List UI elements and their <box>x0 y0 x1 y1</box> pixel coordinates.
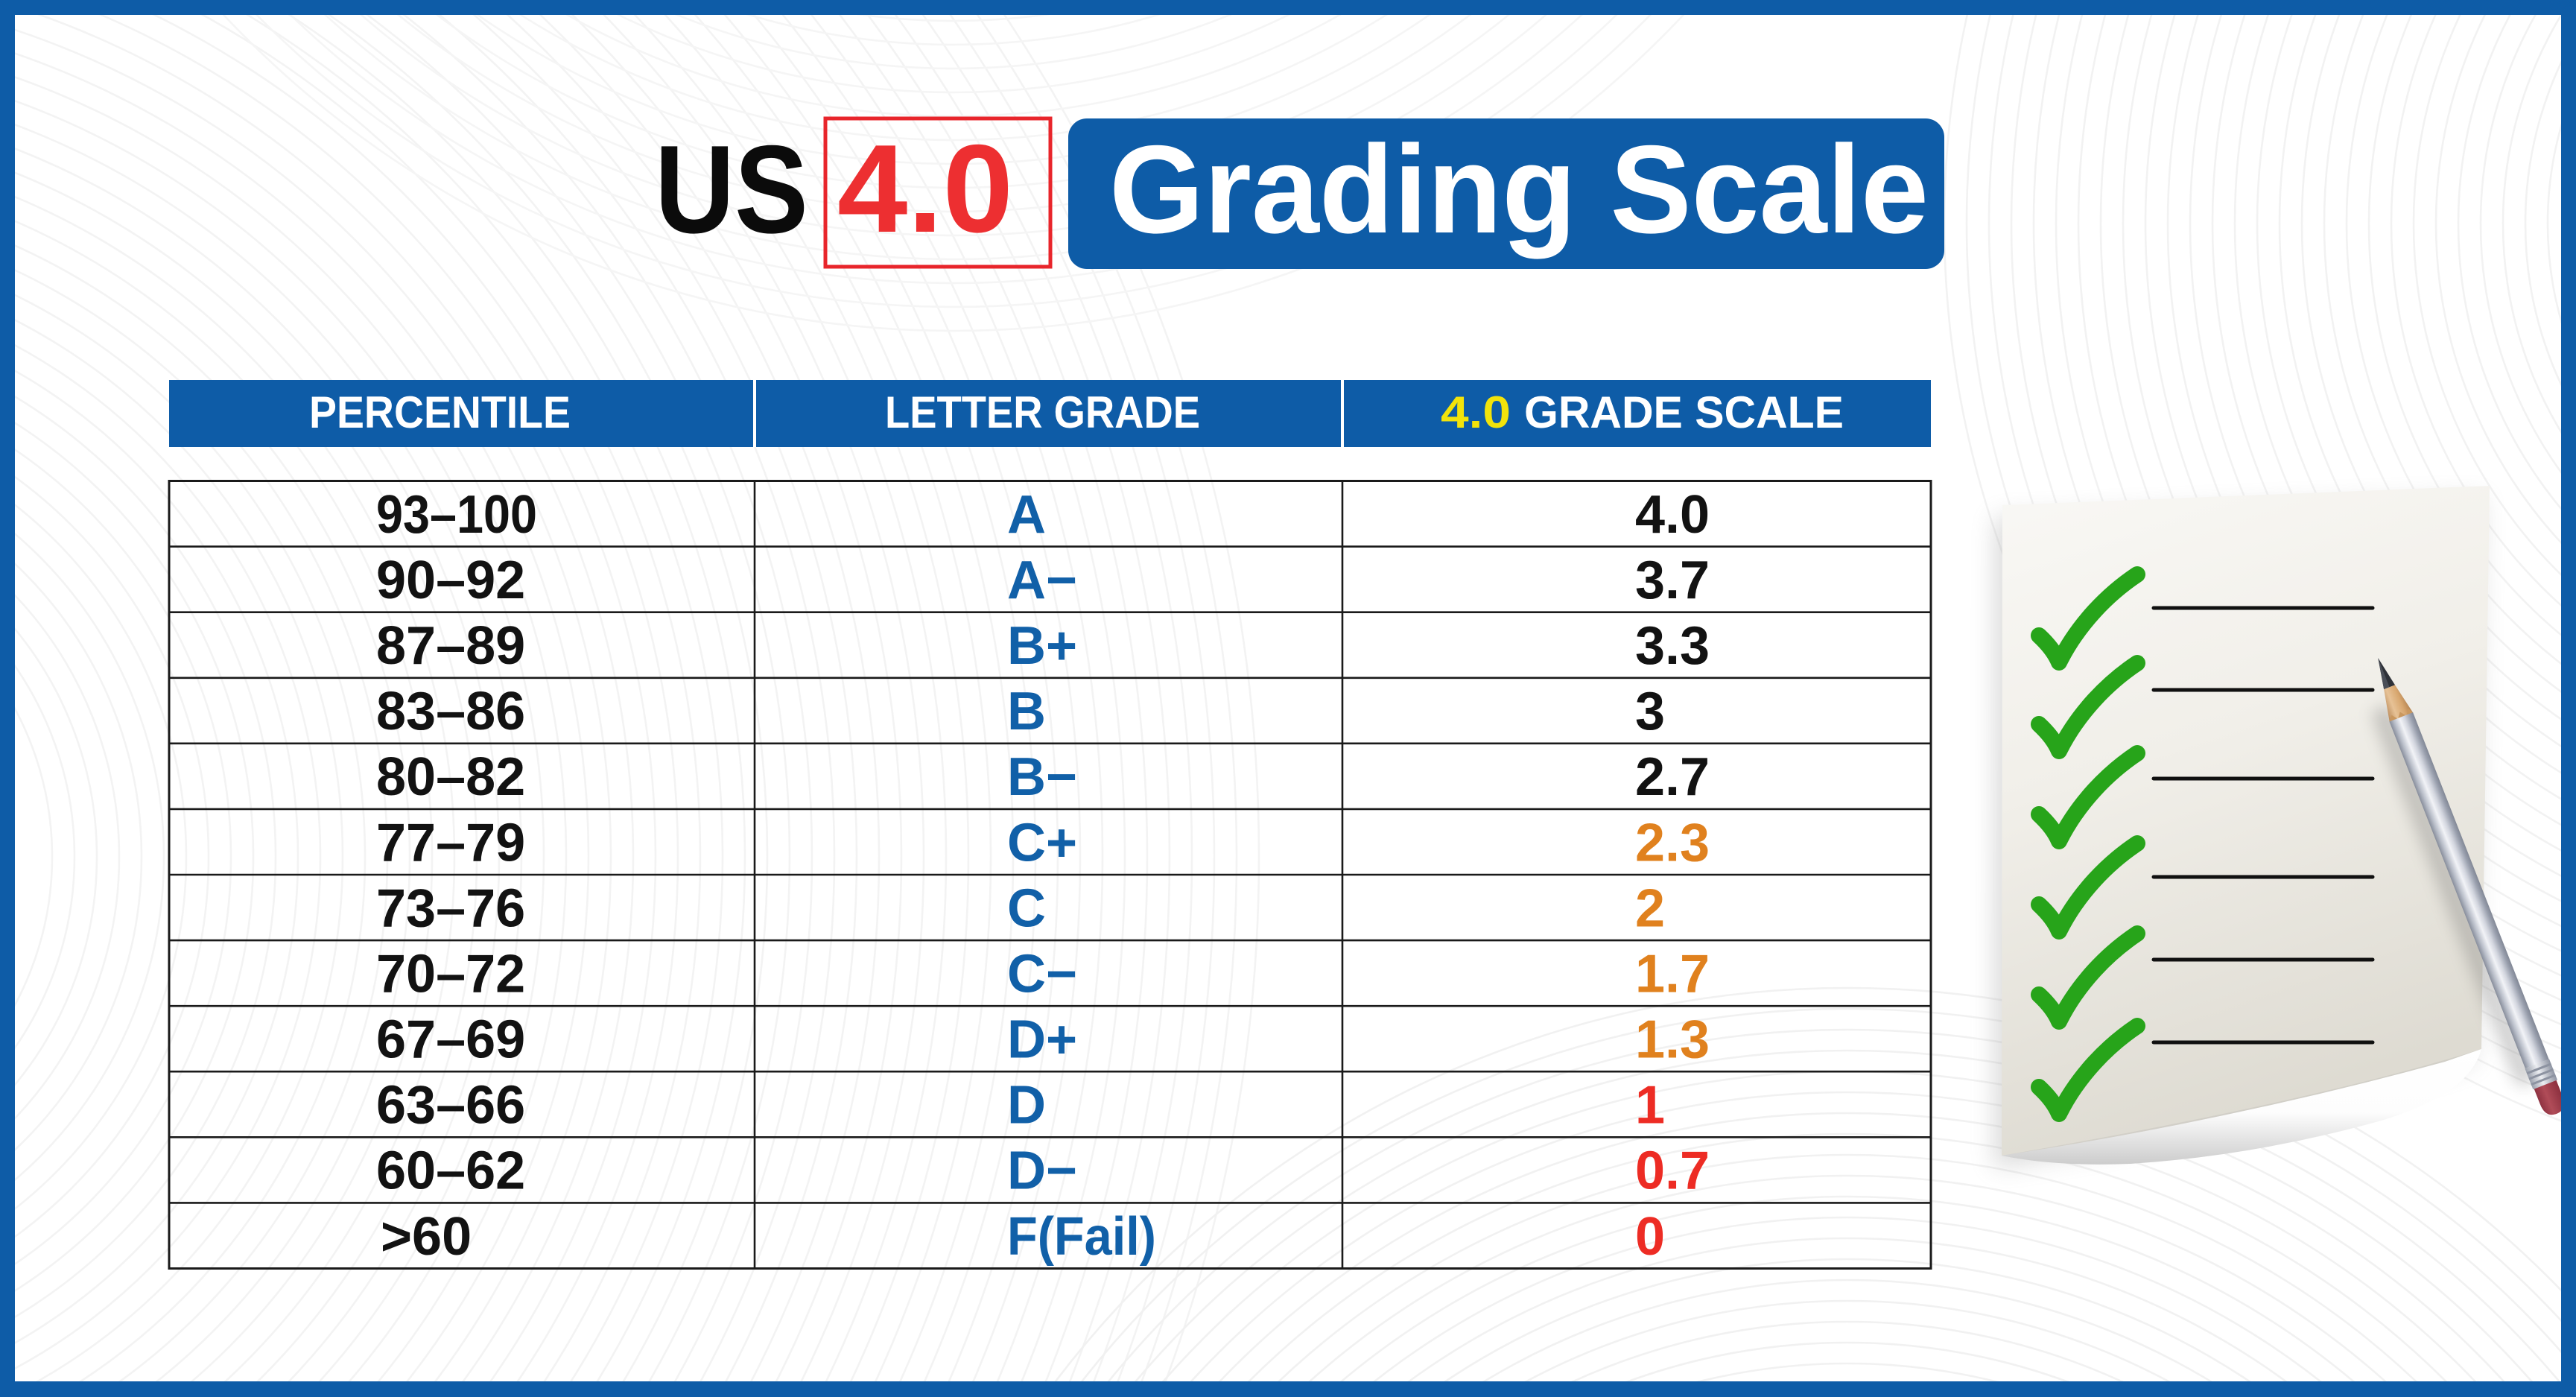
svg-text:73–76: 73–76 <box>376 878 525 938</box>
svg-text:2.3: 2.3 <box>1635 813 1710 872</box>
svg-text:D: D <box>1007 1076 1046 1135</box>
svg-text:C: C <box>1007 878 1046 938</box>
svg-text:1.7: 1.7 <box>1635 944 1710 1004</box>
svg-text:3.3: 3.3 <box>1635 616 1710 676</box>
svg-text:87–89: 87–89 <box>376 616 525 676</box>
svg-text:A−: A− <box>1007 551 1077 610</box>
svg-text:Grading Scale: Grading Scale <box>1109 119 1929 259</box>
svg-text:1: 1 <box>1635 1076 1665 1135</box>
svg-text:US: US <box>655 119 808 259</box>
svg-text:90–92: 90–92 <box>376 551 525 610</box>
svg-text:93–100: 93–100 <box>376 485 537 545</box>
svg-text:83–86: 83–86 <box>376 682 525 741</box>
svg-text:4.0: 4.0 <box>1635 485 1710 545</box>
svg-text:B−: B− <box>1007 747 1077 807</box>
svg-text:F(Fail): F(Fail) <box>1007 1207 1156 1267</box>
svg-text:77–79: 77–79 <box>376 813 525 872</box>
svg-text:4.0: 4.0 <box>837 118 1013 259</box>
svg-text:60–62: 60–62 <box>376 1141 525 1201</box>
svg-text:0.7: 0.7 <box>1635 1141 1710 1201</box>
svg-text:0: 0 <box>1635 1207 1665 1267</box>
svg-text:67–69: 67–69 <box>376 1010 525 1070</box>
svg-text:PERCENTILE: PERCENTILE <box>309 387 571 437</box>
svg-text:63–66: 63–66 <box>376 1076 525 1135</box>
svg-text:80–82: 80–82 <box>376 747 525 807</box>
svg-text:4.0: 4.0 <box>1441 387 1511 437</box>
svg-text:B+: B+ <box>1007 616 1077 676</box>
svg-text:D+: D+ <box>1007 1010 1077 1070</box>
svg-text:C+: C+ <box>1007 813 1077 872</box>
svg-text:3: 3 <box>1635 682 1665 741</box>
svg-text:2.7: 2.7 <box>1635 747 1710 807</box>
svg-text:70–72: 70–72 <box>376 944 525 1004</box>
svg-text:A: A <box>1007 485 1046 545</box>
svg-text:LETTER GRADE: LETTER GRADE <box>885 387 1200 437</box>
svg-text:B: B <box>1007 682 1046 741</box>
svg-text:3.7: 3.7 <box>1635 551 1710 610</box>
svg-text:>60: >60 <box>376 1207 472 1267</box>
svg-text:1.3: 1.3 <box>1635 1010 1710 1070</box>
svg-text:C−: C− <box>1007 944 1077 1004</box>
svg-text:D−: D− <box>1007 1141 1077 1201</box>
svg-text:2: 2 <box>1635 878 1665 938</box>
svg-text:GRADE SCALE: GRADE SCALE <box>1524 387 1844 437</box>
